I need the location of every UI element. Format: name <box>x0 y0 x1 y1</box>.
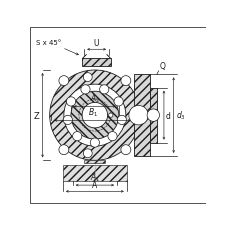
Circle shape <box>72 132 82 141</box>
Text: $B_1$: $B_1$ <box>87 106 97 119</box>
Text: $A_2$: $A_2$ <box>89 92 100 105</box>
Circle shape <box>107 132 117 141</box>
Text: Z: Z <box>33 111 39 120</box>
Circle shape <box>90 138 99 147</box>
Text: $d_3$: $d_3$ <box>175 109 185 122</box>
Circle shape <box>120 76 130 86</box>
Circle shape <box>49 71 139 161</box>
Circle shape <box>147 109 159 122</box>
Text: A: A <box>92 180 97 189</box>
Circle shape <box>99 85 108 95</box>
Circle shape <box>117 116 126 125</box>
Circle shape <box>108 114 112 118</box>
Circle shape <box>71 92 118 139</box>
Text: S x 45°: S x 45° <box>36 40 78 56</box>
Circle shape <box>120 145 130 155</box>
Bar <box>63 165 126 181</box>
Circle shape <box>81 85 90 95</box>
Circle shape <box>64 85 125 147</box>
Bar <box>149 88 156 143</box>
Text: d: d <box>165 111 170 120</box>
Circle shape <box>63 116 72 125</box>
Bar <box>133 75 149 156</box>
Text: $A_1$: $A_1$ <box>89 171 100 183</box>
Bar <box>82 59 110 66</box>
Bar <box>84 161 105 163</box>
Circle shape <box>59 145 68 155</box>
Text: U: U <box>93 39 99 48</box>
Text: Q: Q <box>159 62 165 71</box>
Circle shape <box>82 103 107 128</box>
Circle shape <box>66 97 75 106</box>
Circle shape <box>83 73 92 82</box>
Circle shape <box>83 149 92 158</box>
Circle shape <box>128 106 148 125</box>
Circle shape <box>59 76 68 86</box>
Circle shape <box>114 97 123 106</box>
